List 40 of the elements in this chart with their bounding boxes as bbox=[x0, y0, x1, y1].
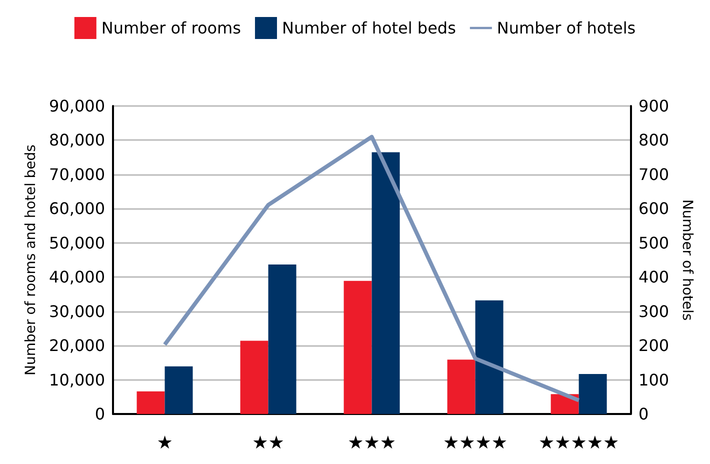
y-tick-label: 10,000 bbox=[49, 370, 105, 390]
bar bbox=[372, 152, 400, 414]
bar bbox=[268, 264, 296, 414]
legend-label: Number of hotel beds bbox=[282, 18, 456, 38]
y-tick-label: 60,000 bbox=[49, 199, 105, 218]
y2-tick-label: 100 bbox=[638, 370, 670, 390]
y-tick-label: 20,000 bbox=[49, 336, 105, 356]
bar bbox=[475, 300, 504, 414]
bar bbox=[447, 360, 476, 414]
y2-tick-label: 900 bbox=[638, 96, 670, 116]
bar bbox=[578, 374, 607, 414]
y2-tick-label: 700 bbox=[638, 164, 670, 184]
y-tick-label: 90,000 bbox=[49, 96, 105, 116]
x-tick-label: ★★★★ bbox=[443, 432, 508, 454]
y-axis-title: Number of rooms and hotel beds bbox=[23, 144, 40, 376]
legend-label: Number of rooms bbox=[101, 18, 241, 38]
bar bbox=[164, 366, 193, 414]
bar bbox=[136, 391, 165, 414]
x-tick-label: ★★ bbox=[252, 432, 284, 454]
y-tick-label: 0 bbox=[94, 404, 105, 424]
y-tick-label: 30,000 bbox=[49, 302, 105, 321]
y2-tick-label: 300 bbox=[638, 302, 670, 321]
legend-label: Number of hotels bbox=[496, 18, 636, 38]
bar bbox=[240, 340, 268, 414]
bar bbox=[344, 280, 372, 414]
y2-tick-label: 800 bbox=[638, 130, 670, 150]
y-tick-label: 70,000 bbox=[49, 164, 105, 184]
y2-tick-label: 0 bbox=[638, 404, 649, 424]
line-series bbox=[162, 134, 581, 402]
y2-tick-label: 400 bbox=[638, 268, 670, 287]
y-tick-label: 40,000 bbox=[49, 268, 105, 287]
y2-tick-label: 200 bbox=[638, 336, 670, 356]
x-tick-label: ★★★ bbox=[348, 432, 396, 454]
x-tick-label: ★ bbox=[156, 432, 173, 454]
y-tick-label: 80,000 bbox=[49, 130, 105, 150]
y2-axis-title: Number of hotels bbox=[679, 199, 695, 321]
y2-tick-label: 600 bbox=[638, 199, 670, 218]
y-tick-label: 50,000 bbox=[49, 233, 105, 252]
x-tick-label: ★★★★★ bbox=[538, 432, 620, 454]
y2-tick-label: 500 bbox=[638, 233, 670, 252]
